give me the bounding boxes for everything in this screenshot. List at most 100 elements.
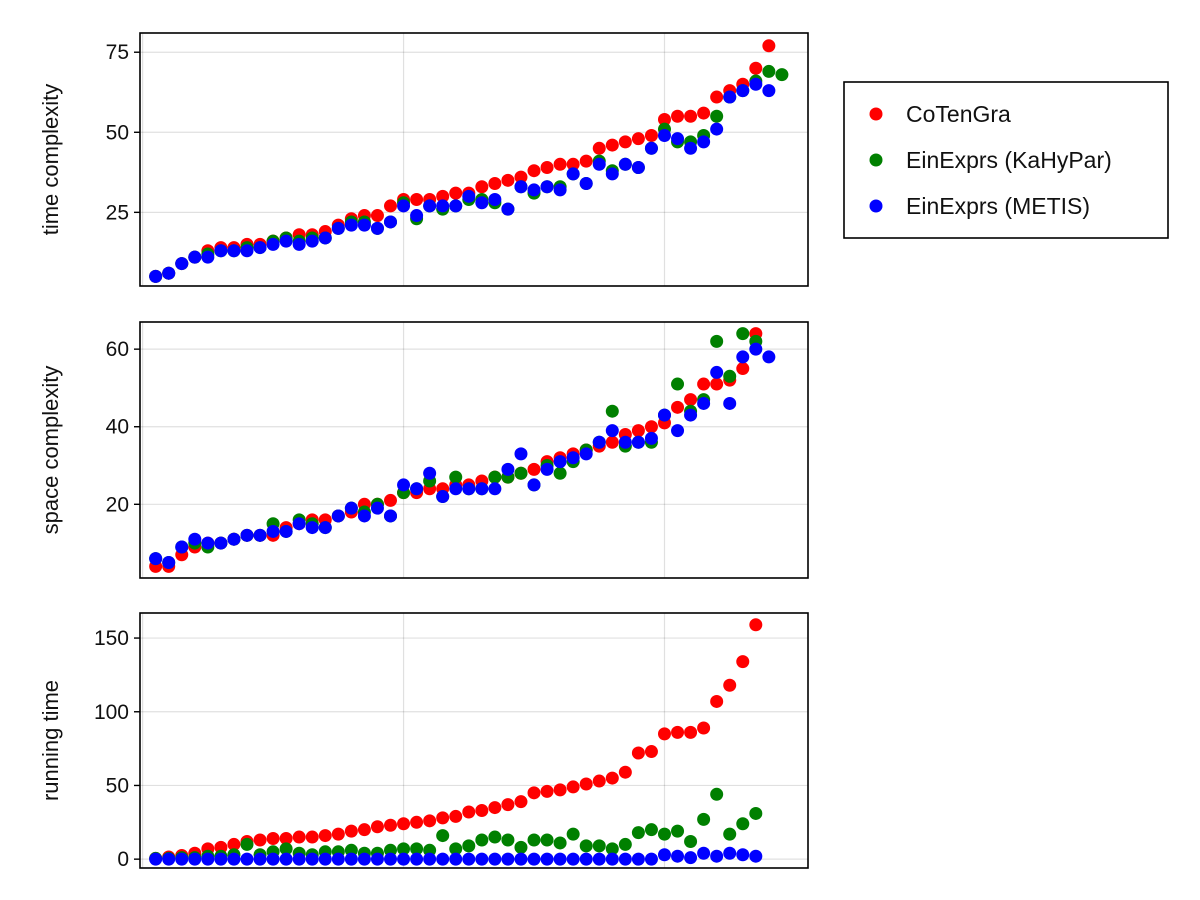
point-einexprs-metis: [605, 167, 619, 181]
point-cotengra: [527, 786, 541, 800]
point-einexprs-metis: [449, 852, 463, 866]
point-einexprs-kahypar: [553, 466, 567, 480]
point-einexprs-kahypar: [697, 812, 711, 826]
point-einexprs-metis: [344, 852, 358, 866]
point-einexprs-metis: [188, 852, 202, 866]
y-tick-label: 20: [106, 493, 129, 516]
point-einexprs-metis: [736, 848, 750, 862]
point-einexprs-metis: [436, 852, 450, 866]
point-cotengra: [697, 106, 711, 120]
point-einexprs-metis: [736, 84, 750, 98]
point-cotengra: [697, 377, 711, 391]
panel-y-ticks: 20 40 60: [106, 338, 140, 516]
point-einexprs-metis: [305, 234, 319, 248]
point-einexprs-metis: [644, 431, 658, 445]
point-einexprs-metis: [762, 84, 776, 98]
point-einexprs-metis: [566, 167, 580, 181]
point-einexprs-metis: [697, 396, 711, 410]
point-einexprs-metis: [697, 846, 711, 860]
point-einexprs-kahypar: [671, 377, 685, 391]
point-einexprs-metis: [188, 250, 202, 264]
y-tick-label: 50: [106, 121, 129, 144]
point-einexprs-kahypar: [462, 839, 476, 853]
point-einexprs-metis: [149, 552, 163, 566]
point-cotengra: [488, 801, 502, 815]
point-einexprs-metis: [318, 521, 332, 535]
point-cotengra: [644, 745, 658, 759]
point-einexprs-metis: [553, 852, 567, 866]
point-cotengra: [318, 829, 332, 843]
point-einexprs-metis: [631, 852, 645, 866]
point-cotengra: [657, 112, 671, 126]
point-einexprs-metis: [279, 524, 293, 538]
legend-marker-metis: [869, 199, 883, 213]
point-einexprs-metis: [240, 852, 254, 866]
point-einexprs-metis: [253, 852, 267, 866]
point-einexprs-metis: [397, 852, 411, 866]
point-einexprs-metis: [162, 266, 176, 280]
point-cotengra: [449, 809, 463, 823]
legend-label-metis: EinExprs (METIS): [906, 193, 1090, 219]
point-cotengra: [592, 141, 606, 155]
y-tick-label: 25: [106, 201, 129, 224]
point-cotengra: [279, 832, 293, 846]
point-einexprs-metis: [462, 482, 476, 496]
point-cotengra: [631, 746, 645, 760]
point-cotengra: [436, 189, 450, 203]
point-einexprs-metis: [253, 528, 267, 542]
point-cotengra: [697, 721, 711, 735]
point-einexprs-metis: [723, 846, 737, 860]
point-einexprs-metis: [475, 482, 489, 496]
point-einexprs-kahypar: [723, 369, 737, 383]
point-einexprs-metis: [253, 241, 267, 255]
point-cotengra: [305, 830, 319, 844]
point-einexprs-metis: [266, 852, 280, 866]
point-cotengra: [710, 694, 724, 708]
point-cotengra: [462, 805, 476, 819]
point-cotengra: [475, 180, 489, 194]
point-einexprs-kahypar: [749, 806, 763, 820]
y-tick-label: 60: [106, 338, 129, 361]
point-einexprs-metis: [227, 244, 241, 258]
point-cotengra: [644, 128, 658, 142]
point-einexprs-kahypar: [605, 404, 619, 418]
legend-label-kahypar: EinExprs (KaHyPar): [906, 147, 1112, 173]
point-einexprs-metis: [162, 555, 176, 569]
y-axis-label: running time: [38, 680, 63, 801]
point-cotengra: [527, 164, 541, 178]
panel-space-complexity: 20 40 60 space complexity: [38, 321, 809, 579]
legend-marker-kahypar: [869, 153, 883, 167]
point-einexprs-kahypar: [449, 842, 463, 856]
point-einexprs-kahypar: [488, 830, 502, 844]
point-cotengra: [384, 818, 397, 832]
point-einexprs-metis: [449, 199, 463, 213]
point-cotengra: [671, 400, 685, 414]
point-einexprs-metis: [331, 852, 345, 866]
point-einexprs-kahypar: [475, 833, 489, 847]
point-cotengra: [266, 832, 280, 846]
point-cotengra: [684, 393, 698, 407]
point-einexprs-metis: [423, 199, 437, 213]
point-einexprs-metis: [175, 540, 189, 554]
point-einexprs-kahypar: [566, 827, 580, 841]
point-cotengra: [579, 777, 593, 791]
point-einexprs-kahypar: [710, 109, 724, 123]
point-einexprs-metis: [605, 424, 619, 438]
point-einexprs-metis: [227, 532, 241, 546]
point-einexprs-metis: [684, 408, 698, 422]
panel-grid: [140, 322, 808, 578]
point-einexprs-metis: [749, 342, 763, 356]
y-axis-label: time complexity: [38, 84, 63, 236]
point-einexprs-metis: [527, 183, 541, 197]
point-einexprs-metis: [292, 517, 306, 531]
point-einexprs-metis: [488, 482, 502, 496]
point-einexprs-metis: [331, 221, 345, 235]
point-einexprs-kahypar: [410, 842, 424, 856]
point-cotengra: [527, 462, 541, 476]
panel-points: [149, 327, 776, 573]
point-einexprs-metis: [710, 122, 724, 136]
point-einexprs-metis: [736, 350, 750, 364]
panel-frame: [139, 32, 809, 287]
panel-y-ticks: 0 50 100 150: [94, 627, 140, 871]
panel-frame: [139, 612, 809, 869]
